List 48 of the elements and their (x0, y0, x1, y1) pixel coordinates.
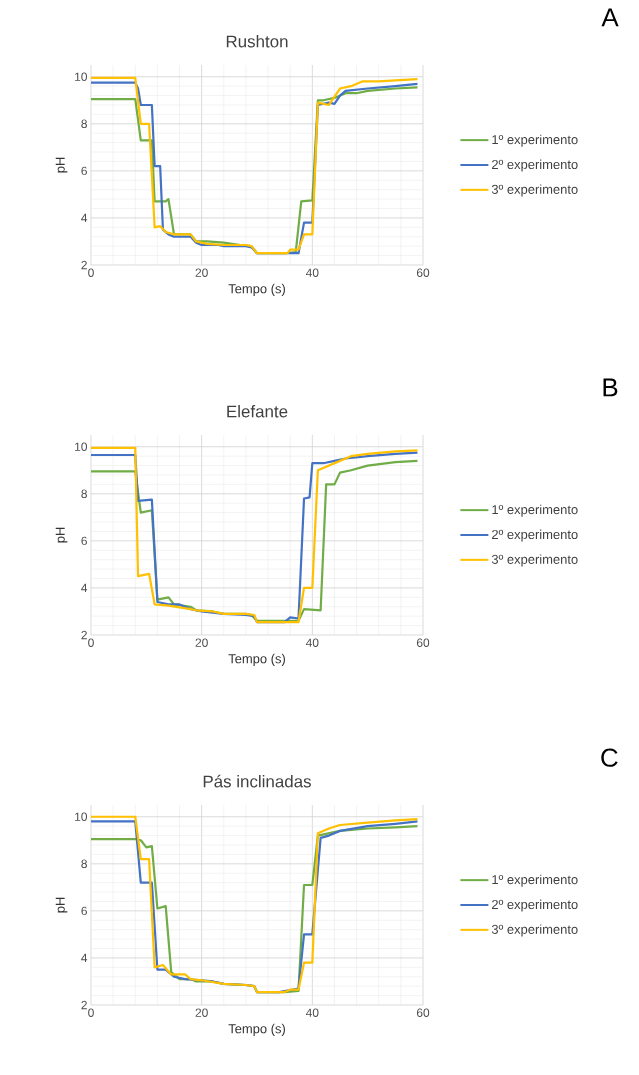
y-tick-label: 4 (81, 583, 88, 593)
x-tick-label: 20 (195, 638, 208, 647)
x-axis-title: Tempo (s) (228, 1023, 285, 1036)
y-tick-label: 4 (81, 213, 88, 223)
x-tick-label: 60 (416, 638, 430, 647)
y-tick-label: 2 (81, 260, 87, 270)
legend-label: 1º experimento (492, 504, 578, 517)
y-axis-title: pH (55, 897, 68, 913)
x-tick-label: 20 (195, 1008, 208, 1017)
x-tick-label: 0 (88, 268, 94, 277)
legend-label: 3º experimento (491, 924, 578, 937)
legend-label: 3º experimento (491, 184, 578, 197)
y-tick-label: 6 (81, 536, 87, 546)
y-tick-label: 10 (75, 812, 88, 821)
y-tick-label: 2 (81, 1000, 87, 1010)
chart-title: Pás inclinadas (203, 774, 311, 788)
legend-label: 2º experimento (492, 899, 578, 912)
y-axis-title: pH (55, 157, 68, 173)
legend-label: 1º experimento (492, 134, 578, 147)
chart-title: Rushton (226, 35, 288, 48)
x-tick-label: 60 (416, 268, 430, 277)
x-tick-label: 0 (88, 638, 94, 647)
y-tick-label: 8 (81, 859, 87, 869)
x-tick-label: 20 (195, 268, 208, 277)
y-tick-label: 6 (81, 166, 87, 176)
x-tick-label: 40 (305, 638, 319, 647)
y-tick-label: 2 (81, 630, 87, 640)
x-tick-label: 40 (305, 268, 319, 277)
text: C (601, 748, 618, 767)
x-tick-label: 60 (416, 1008, 430, 1017)
x-axis-title: Tempo (s) (228, 653, 285, 666)
y-tick-label: 4 (81, 953, 88, 963)
x-tick-label: 0 (88, 1008, 94, 1017)
y-tick-label: 8 (81, 119, 87, 129)
y-axis-title: pH (55, 527, 68, 543)
y-tick-label: 6 (81, 906, 87, 916)
text: B (603, 378, 618, 397)
x-tick-label: 40 (305, 1008, 319, 1017)
y-tick-label: 10 (75, 442, 88, 451)
y-tick-label: 8 (81, 489, 87, 499)
legend-label: 2º experimento (492, 529, 578, 542)
legend-label: 3º experimento (491, 554, 578, 567)
x-axis-title: Tempo (s) (228, 283, 285, 296)
legend-label: 2º experimento (492, 159, 578, 172)
legend-label: 1º experimento (492, 874, 578, 887)
chart-title: Elefante (227, 405, 288, 418)
y-tick-label: 10 (75, 72, 88, 81)
text: A (601, 8, 619, 27)
